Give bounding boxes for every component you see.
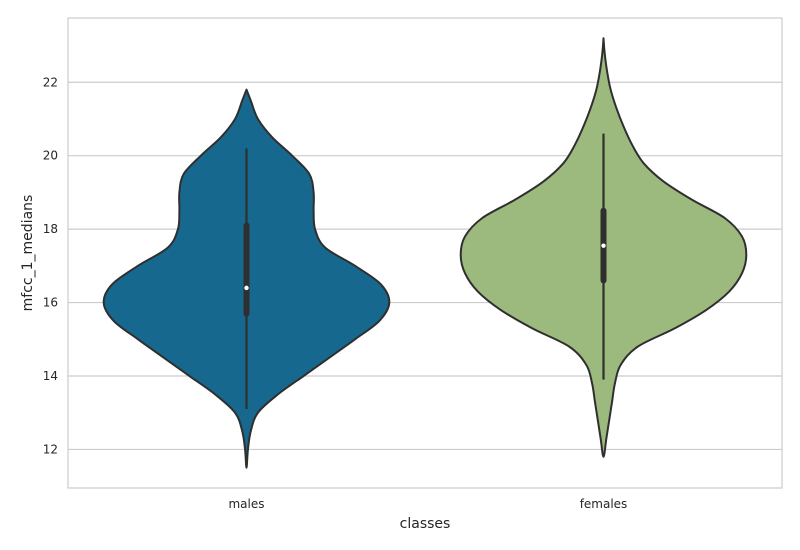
x-tick-label-males: males: [228, 497, 264, 511]
y-tick-label: 14: [43, 369, 58, 383]
y-tick-label: 16: [43, 296, 58, 310]
violins: [102, 37, 748, 469]
y-tick-label: 18: [43, 222, 58, 236]
y-axis-label: mfcc_1_medians: [20, 195, 36, 312]
y-tick-label: 22: [43, 75, 58, 89]
y-tick-label: 20: [43, 149, 58, 163]
x-tick-label-females: females: [580, 497, 628, 511]
x-axis-label: classes: [400, 516, 451, 532]
violin-median-females: [601, 243, 606, 248]
x-tick-labels: males females: [228, 497, 627, 511]
violin-median-males: [244, 285, 249, 291]
y-tick-labels: 12 14 16 18 20 22: [43, 75, 58, 456]
y-tick-label: 12: [43, 442, 58, 456]
